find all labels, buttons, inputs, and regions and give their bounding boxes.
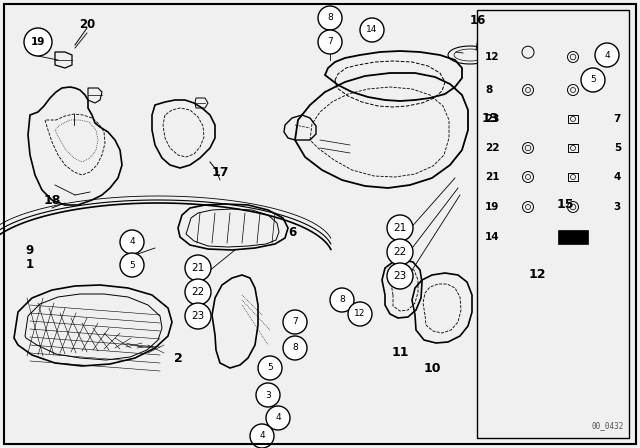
Text: 8: 8 [292,344,298,353]
Text: 23: 23 [394,271,406,281]
Bar [568,115,578,123]
Text: 12: 12 [485,52,499,62]
Text: 9: 9 [26,244,34,257]
Text: 4: 4 [275,414,281,422]
Text: 7: 7 [292,318,298,327]
Text: 16: 16 [470,13,486,26]
Text: 5: 5 [129,260,135,270]
Circle shape [283,336,307,360]
Text: 7: 7 [614,114,621,124]
Bar [568,173,578,181]
Bar [558,230,588,244]
Circle shape [185,303,211,329]
Circle shape [387,215,413,241]
Text: 5: 5 [590,76,596,85]
Circle shape [360,18,384,42]
Text: 4: 4 [259,431,265,440]
Bar [477,10,629,438]
Circle shape [24,28,52,56]
Circle shape [185,279,211,305]
Circle shape [120,230,144,254]
Text: 22: 22 [191,287,205,297]
Text: 17: 17 [211,165,228,178]
Circle shape [185,255,211,281]
Text: 8: 8 [485,85,492,95]
Circle shape [283,310,307,334]
Text: 12: 12 [355,310,365,319]
Text: 18: 18 [44,194,61,207]
Circle shape [318,6,342,30]
Text: 4: 4 [129,237,135,246]
Circle shape [256,383,280,407]
Text: 5: 5 [614,143,621,153]
Text: 14: 14 [366,26,378,34]
Text: 15: 15 [556,198,573,211]
Text: 3: 3 [614,202,621,212]
Circle shape [266,406,290,430]
Text: 19: 19 [31,37,45,47]
Text: 3: 3 [265,391,271,400]
Text: 22: 22 [394,247,406,257]
Text: 19: 19 [485,202,499,212]
Circle shape [250,424,274,448]
Text: 14: 14 [485,232,500,242]
Text: 21: 21 [485,172,499,182]
Text: 21: 21 [394,223,406,233]
Circle shape [330,288,354,312]
Text: 7: 7 [327,38,333,47]
Circle shape [258,356,282,380]
Text: 5: 5 [267,363,273,372]
Circle shape [318,30,342,54]
Text: 20: 20 [79,18,95,31]
Text: 8: 8 [327,13,333,22]
Text: 00_0432: 00_0432 [591,421,624,430]
Bar [568,144,578,152]
Text: 4: 4 [614,172,621,182]
Text: 8: 8 [339,296,345,305]
Text: 11: 11 [391,345,409,358]
Text: 23: 23 [191,311,205,321]
Text: 13: 13 [481,112,499,125]
Circle shape [581,68,605,92]
Text: 4: 4 [604,51,610,60]
Text: 22: 22 [485,143,499,153]
Text: 10: 10 [423,362,441,375]
Text: 1: 1 [26,258,34,271]
Text: 21: 21 [191,263,205,273]
Circle shape [348,302,372,326]
Circle shape [387,239,413,265]
Circle shape [595,43,619,67]
Text: 6: 6 [288,225,296,238]
Circle shape [387,263,413,289]
Circle shape [120,253,144,277]
Text: 12: 12 [528,268,546,281]
Text: 23: 23 [485,114,499,124]
Text: 2: 2 [173,352,182,365]
